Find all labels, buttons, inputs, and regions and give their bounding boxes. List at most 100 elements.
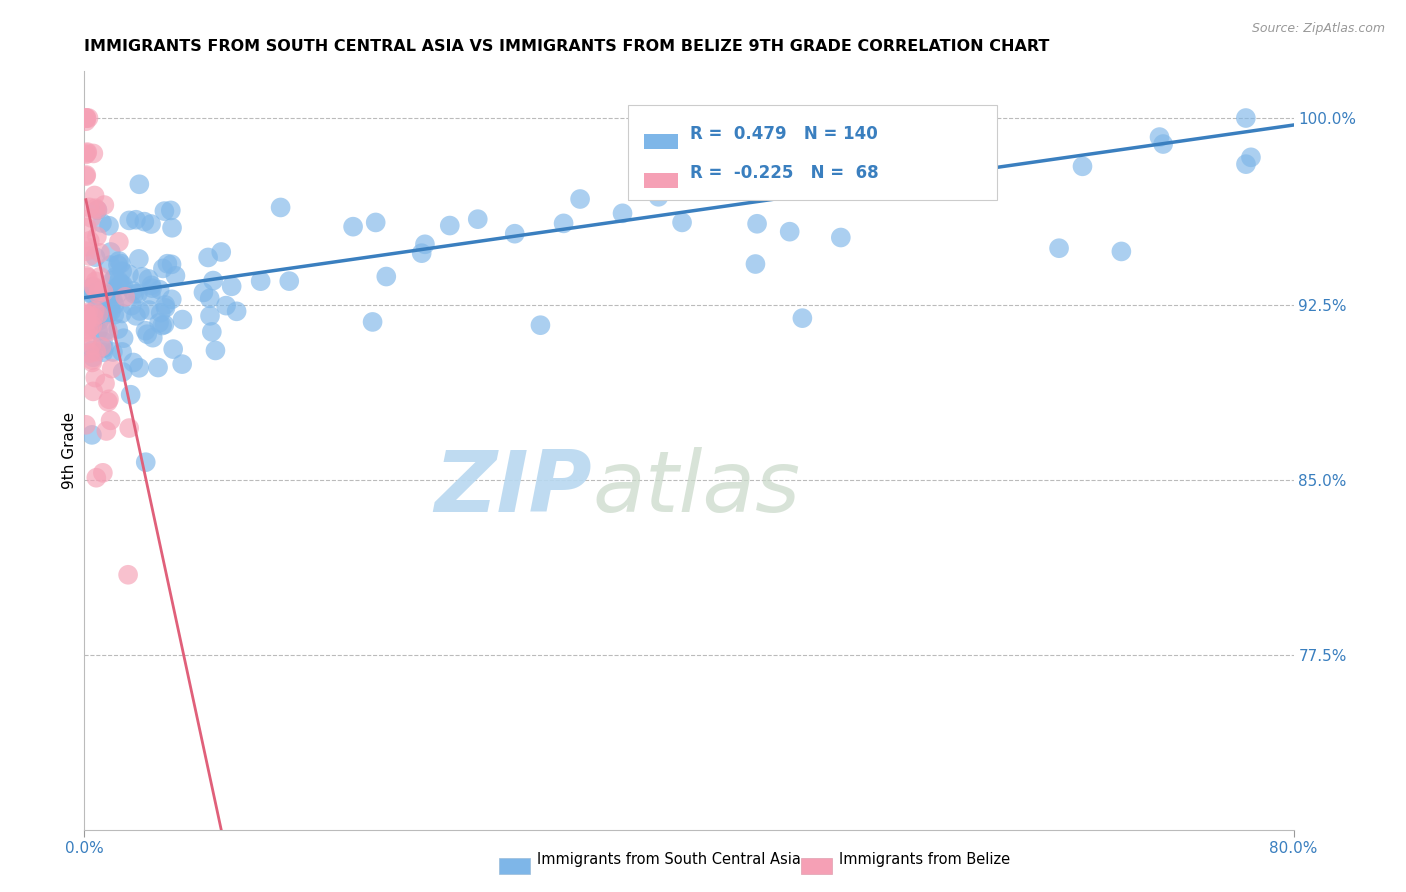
Point [148, 316, 170, 330]
Point [114, 290, 136, 304]
Point [103, 308, 125, 322]
Point [76, 145, 98, 159]
Point [100, 361, 122, 376]
Point [160, 257, 183, 271]
Point [96, 424, 118, 438]
Point [135, 324, 157, 338]
Point [75, 268, 97, 283]
Point [76, 146, 98, 161]
Point [108, 274, 131, 288]
Point [84, 313, 107, 327]
Point [76, 305, 98, 319]
Point [118, 421, 141, 435]
Point [90, 289, 112, 303]
Point [152, 261, 174, 276]
Point [83, 281, 105, 295]
Point [75, 325, 97, 339]
Point [141, 281, 163, 295]
Point [79, 249, 101, 263]
Point [76, 240, 98, 254]
Point [142, 331, 165, 345]
Point [159, 203, 181, 218]
Point [108, 235, 131, 249]
Point [96, 323, 118, 337]
Point [1234, 157, 1257, 171]
Point [82, 306, 104, 320]
Point [553, 216, 575, 230]
Point [87, 287, 110, 301]
Point [671, 215, 693, 229]
Point [100, 258, 122, 272]
Point [87, 285, 110, 299]
Point [82, 355, 104, 369]
Point [111, 344, 134, 359]
Point [1111, 244, 1133, 259]
Point [75, 168, 97, 182]
Point [80, 309, 103, 323]
Point [76, 270, 98, 285]
Point [141, 278, 163, 293]
Point [830, 230, 852, 244]
Point [202, 274, 225, 288]
Point [779, 225, 801, 239]
Point [375, 269, 398, 284]
Point [225, 304, 247, 318]
Point [80, 286, 103, 301]
Point [172, 357, 194, 371]
Point [75, 147, 97, 161]
Text: Source: ZipAtlas.com: Source: ZipAtlas.com [1251, 22, 1385, 36]
Point [84, 471, 107, 485]
Point [156, 257, 179, 271]
Point [91, 466, 114, 480]
Point [91, 334, 114, 349]
Point [612, 206, 634, 220]
Point [97, 307, 120, 321]
Point [792, 311, 814, 326]
Text: IMMIGRANTS FROM SOUTH CENTRAL ASIA VS IMMIGRANTS FROM BELIZE 9TH GRADE CORRELATI: IMMIGRANTS FROM SOUTH CENTRAL ASIA VS IM… [84, 38, 1050, 54]
Point [569, 192, 592, 206]
Point [150, 318, 173, 333]
Point [80, 280, 103, 294]
Point [118, 213, 141, 227]
Point [193, 285, 215, 300]
Point [112, 331, 135, 345]
Point [75, 114, 97, 128]
Point [93, 341, 115, 355]
Point [215, 299, 238, 313]
Point [138, 303, 160, 318]
Point [75, 315, 97, 329]
Point [80, 338, 103, 352]
Point [86, 203, 108, 218]
Point [1240, 150, 1263, 164]
Point [110, 256, 132, 270]
Point [75, 111, 97, 125]
Point [361, 315, 384, 329]
Text: Immigrants from Belize: Immigrants from Belize [839, 852, 1011, 867]
Point [118, 267, 141, 281]
Point [108, 254, 131, 268]
Point [364, 215, 387, 229]
Point [120, 388, 142, 402]
Point [104, 270, 127, 285]
Point [1071, 159, 1094, 173]
Point [87, 314, 110, 328]
Point [165, 268, 187, 283]
Point [204, 343, 226, 358]
Point [84, 344, 107, 359]
Point [146, 360, 169, 375]
Point [103, 298, 125, 312]
Point [83, 279, 105, 293]
Point [806, 145, 828, 160]
Point [160, 220, 183, 235]
Point [84, 274, 107, 288]
Point [100, 244, 122, 259]
Point [745, 217, 768, 231]
Point [77, 200, 100, 214]
Point [90, 340, 112, 354]
Point [201, 325, 224, 339]
Point [80, 428, 103, 442]
Point [77, 111, 100, 125]
Point [744, 257, 766, 271]
Point [83, 188, 105, 202]
Bar [644, 173, 678, 187]
